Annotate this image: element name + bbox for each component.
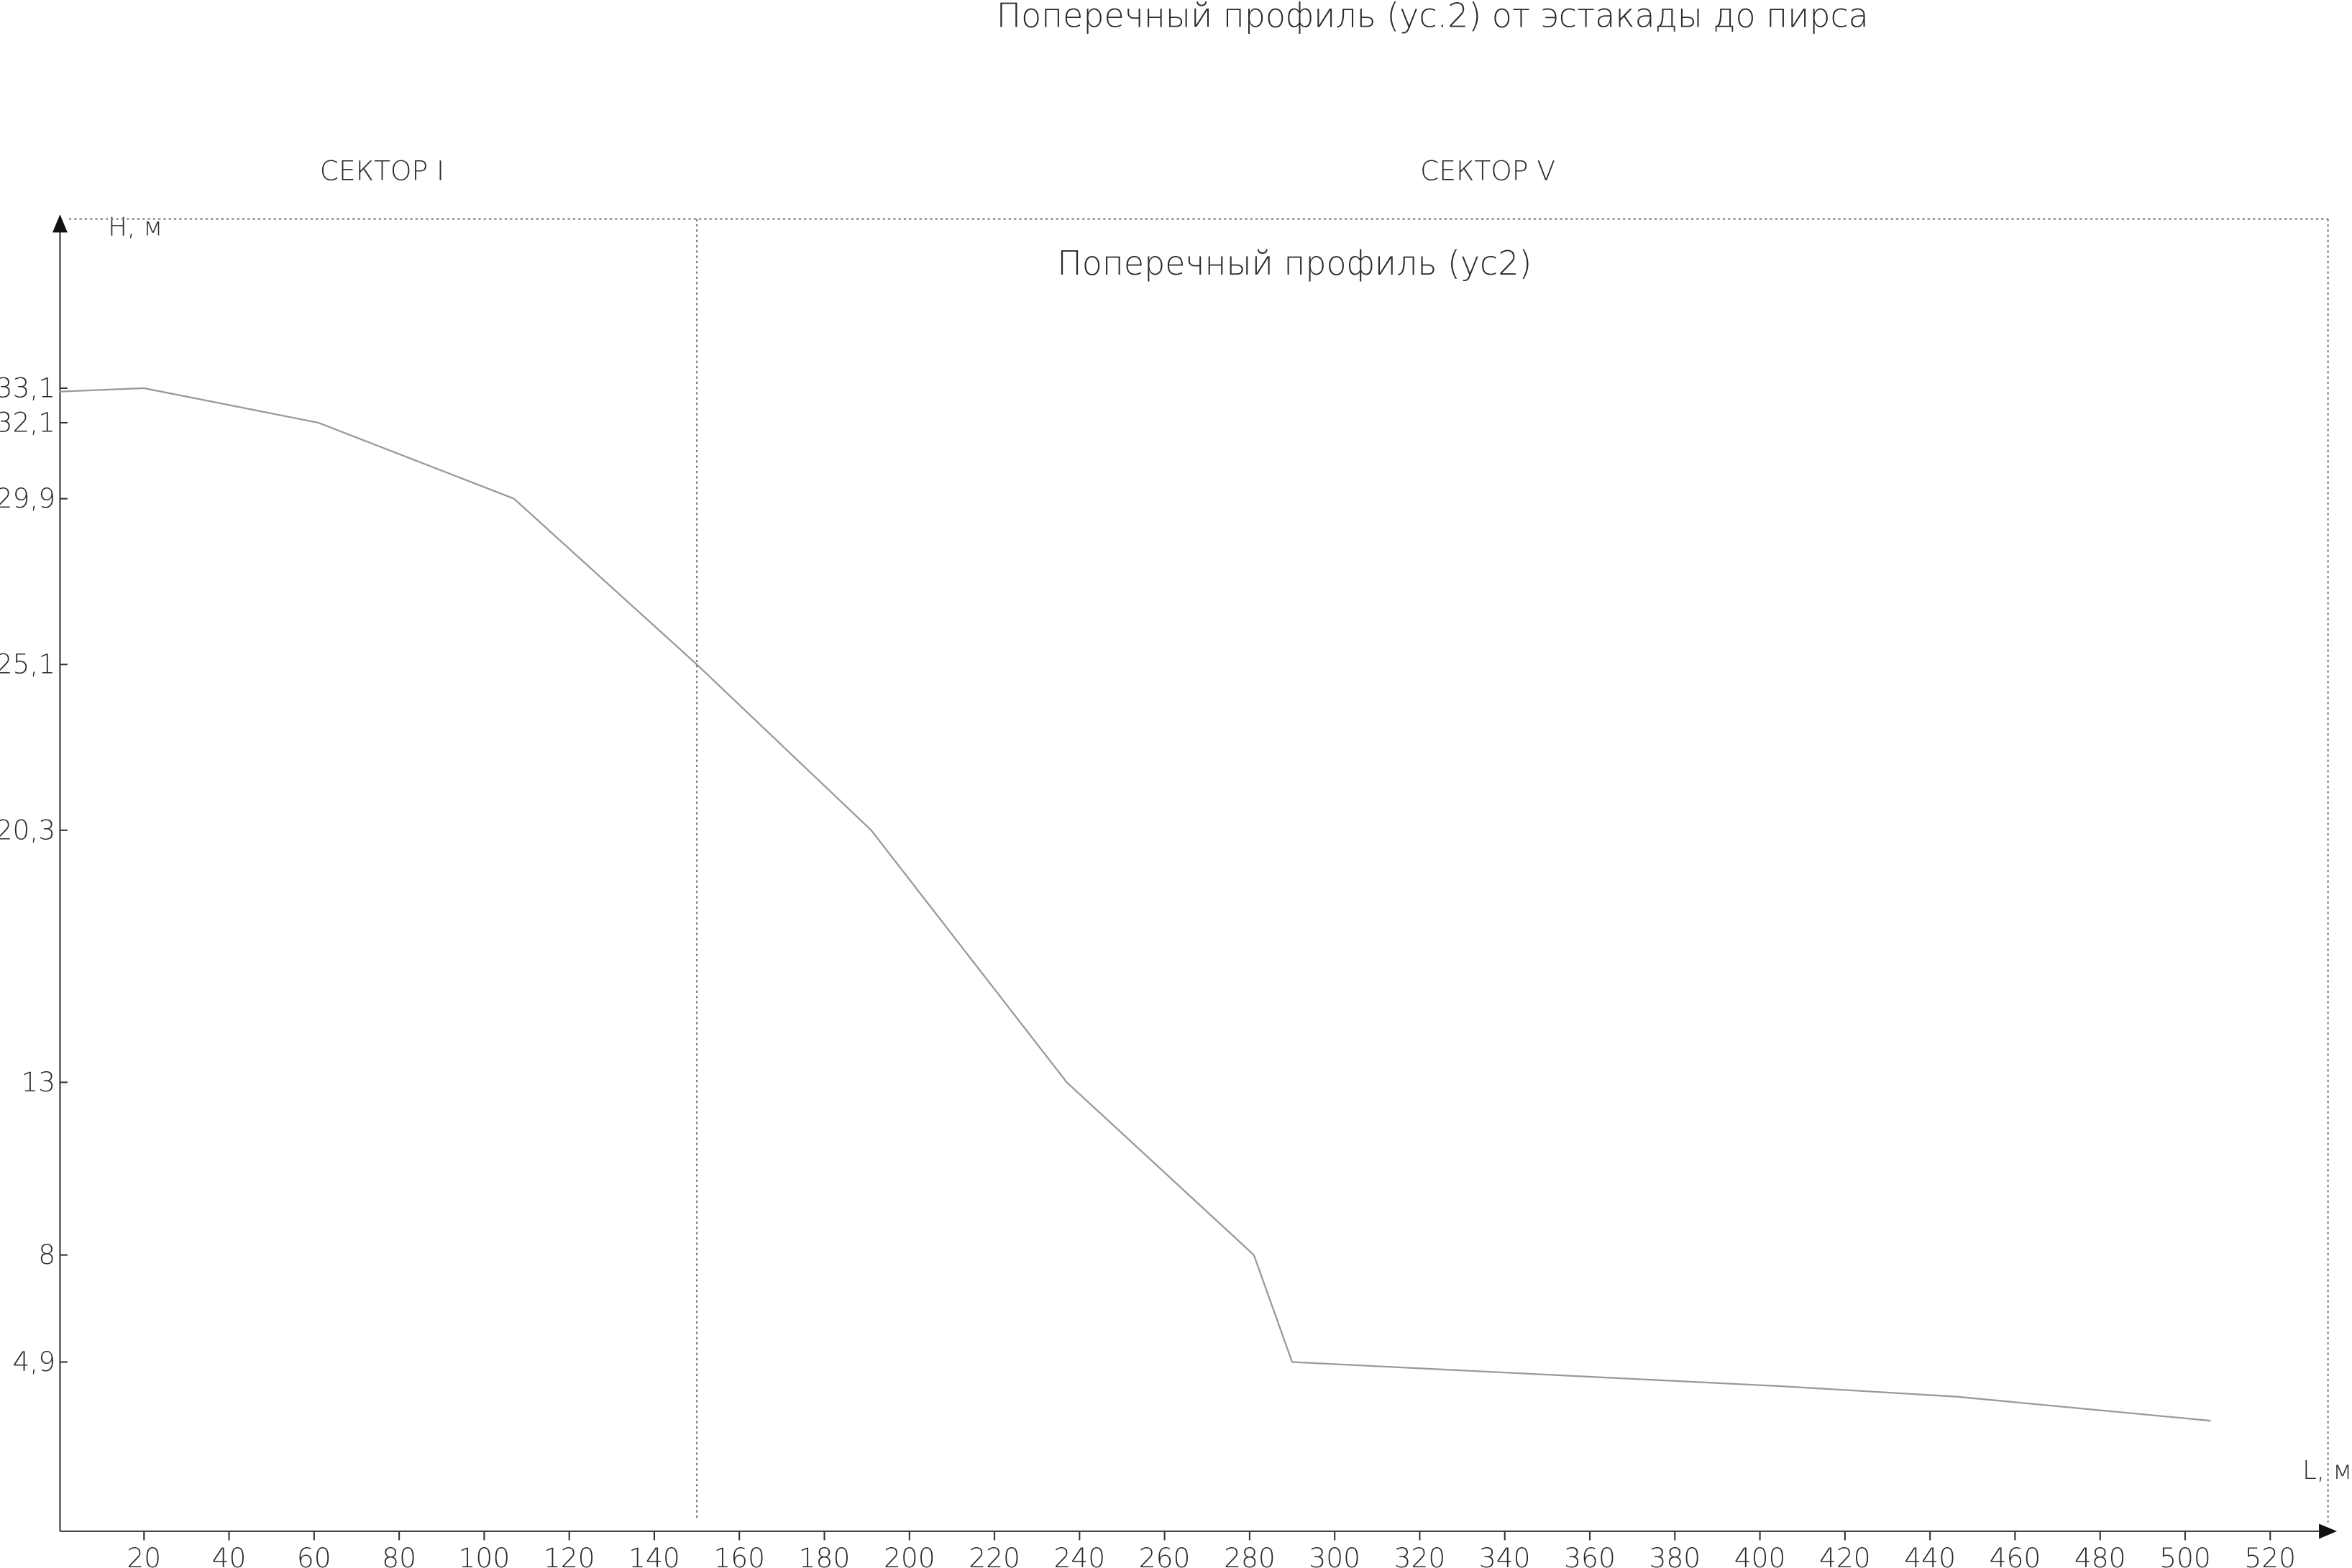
x-tick-label: 280 [1224, 1542, 1276, 1568]
chart-subtitle: Поперечный профиль (ус2) [1057, 244, 1532, 283]
x-tick-label: 200 [884, 1542, 935, 1568]
y-tick-label: 32,1 [0, 406, 55, 438]
x-tick-label: 520 [2244, 1542, 2296, 1568]
x-tick-label: 460 [1990, 1542, 2041, 1568]
x-tick-label: 300 [1309, 1542, 1360, 1568]
x-tick-label: 180 [799, 1542, 851, 1568]
sector-label: СЕКТОР V [1420, 155, 1555, 186]
y-tick-label: 4,9 [13, 1346, 56, 1377]
y-tick-label: 13 [21, 1066, 55, 1098]
x-tick-label: 480 [2074, 1542, 2126, 1568]
chart-title: Поперечный профиль (ус.2) от эстакады до… [997, 0, 1869, 35]
x-tick-label: 20 [127, 1542, 161, 1568]
x-tick-label: 240 [1054, 1542, 1106, 1568]
profile-line [58, 387, 2211, 1422]
x-tick-label: 360 [1564, 1542, 1616, 1568]
x-tick-label: 340 [1479, 1542, 1531, 1568]
x-axis-arrow [2319, 1523, 2338, 1539]
y-tick-label: 25,1 [0, 648, 55, 680]
x-tick-label: 160 [713, 1542, 765, 1568]
x-tick-label: 440 [1904, 1542, 1956, 1568]
x-tick-label: 400 [1734, 1542, 1786, 1568]
x-tick-label: 320 [1394, 1542, 1446, 1568]
x-tick-label: 100 [459, 1542, 511, 1568]
y-axis-label: H, м [108, 213, 163, 242]
x-tick-label: 420 [1819, 1542, 1871, 1568]
sector-label: СЕКТОР I [320, 155, 444, 186]
x-tick-label: 260 [1139, 1542, 1191, 1568]
y-tick-label: 8 [38, 1239, 55, 1270]
y-tick-label: 29,9 [0, 482, 55, 514]
y-axis-arrow [52, 214, 68, 233]
x-tick-label: 80 [382, 1542, 416, 1568]
x-tick-label: 40 [212, 1542, 247, 1568]
x-tick-label: 380 [1649, 1542, 1701, 1568]
x-tick-label: 120 [544, 1542, 595, 1568]
x-tick-label: 500 [2159, 1542, 2211, 1568]
y-tick-label: 33,1 [0, 372, 55, 403]
y-tick-label: 20,3 [0, 814, 55, 845]
x-tick-label: 140 [628, 1542, 680, 1568]
x-tick-label: 220 [969, 1542, 1020, 1568]
x-tick-label: 60 [297, 1542, 331, 1568]
